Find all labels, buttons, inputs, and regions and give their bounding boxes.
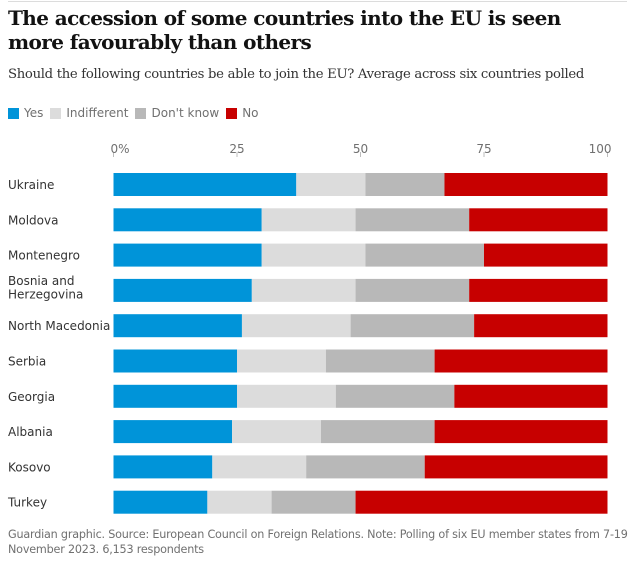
legend-label-indifferent: Indifferent bbox=[66, 106, 129, 120]
row-label: Moldova bbox=[8, 213, 58, 227]
x-tick-label: 25 bbox=[229, 142, 244, 156]
bar-row: Serbia bbox=[8, 349, 608, 373]
x-tick-label: 0% bbox=[111, 142, 130, 156]
legend-swatch-indifferent bbox=[50, 107, 62, 119]
bar-row: Moldova bbox=[8, 208, 608, 232]
x-tick-label: 75 bbox=[476, 142, 491, 156]
legend: Yes Indifferent Don't know No bbox=[8, 106, 266, 120]
row-label: North Macedonia bbox=[8, 319, 110, 333]
bar-segment-no bbox=[454, 384, 608, 408]
bar-row: Ukraine bbox=[8, 173, 608, 196]
bar-segment-no bbox=[469, 208, 608, 232]
row-label: Georgia bbox=[8, 390, 55, 404]
bar-segment-indifferent bbox=[261, 243, 366, 267]
bar-segment-dont-know bbox=[325, 349, 435, 373]
bar-segment-no bbox=[424, 455, 608, 479]
legend-item-no: No bbox=[226, 106, 259, 120]
bar-segment-dont-know bbox=[355, 278, 470, 302]
bar-segment-yes bbox=[113, 173, 297, 196]
bar-segment-no bbox=[434, 420, 608, 444]
row-label: Serbia bbox=[8, 355, 46, 369]
bar-segment-dont-know bbox=[365, 173, 445, 196]
legend-item-yes: Yes bbox=[8, 106, 43, 120]
bar-segment-indifferent bbox=[232, 420, 321, 444]
chart-rows: Ukraine Moldova Montenegro Bosnia and Herzeg… bbox=[7, 173, 608, 514]
legend-label-dont-know: Don't know bbox=[151, 106, 220, 120]
legend-label-yes: Yes bbox=[24, 106, 44, 120]
bar-segment-dont-know bbox=[335, 384, 455, 408]
bar-segment-dont-know bbox=[306, 455, 425, 479]
row-label: Montenegro bbox=[8, 249, 80, 263]
legend-label-no: No bbox=[242, 106, 259, 120]
bar-segment-indifferent bbox=[251, 278, 356, 302]
bar-segment-indifferent bbox=[237, 349, 326, 373]
top-rule bbox=[8, 1, 627, 2]
bar-segment-no bbox=[484, 243, 608, 267]
row-label-line: Herzegovina bbox=[8, 287, 83, 301]
bar-row: North Macedonia bbox=[8, 314, 608, 338]
bar-segment-no bbox=[469, 278, 608, 302]
bar-segment-no bbox=[444, 173, 608, 196]
bar-segment-dont-know bbox=[355, 208, 470, 232]
bar-segment-yes bbox=[113, 490, 208, 514]
bar-segment-yes bbox=[113, 349, 237, 373]
x-tick-label: 50 bbox=[353, 142, 368, 156]
bar-segment-indifferent bbox=[241, 314, 351, 338]
bar-segment-no bbox=[434, 349, 608, 373]
chart-subtitle: Should the following countries be able t… bbox=[8, 67, 585, 82]
x-axis: 0% 25 50 75 100 bbox=[111, 142, 612, 157]
row-label: Ukraine bbox=[8, 178, 54, 192]
bar-segment-indifferent bbox=[237, 384, 336, 408]
chart-title: The accession of some countries into the… bbox=[8, 6, 561, 54]
legend-item-indifferent: Indifferent bbox=[50, 106, 128, 120]
bar-segment-no bbox=[355, 490, 608, 514]
x-tick-label: 100 bbox=[589, 142, 612, 156]
bar-segment-yes bbox=[113, 455, 213, 479]
row-label-line: Bosnia and bbox=[8, 274, 75, 288]
legend-swatch-yes bbox=[8, 107, 19, 119]
bar-segment-no bbox=[474, 314, 608, 338]
bar-segment-indifferent bbox=[212, 455, 307, 479]
bar-segment-indifferent bbox=[296, 173, 366, 196]
bar-segment-dont-know bbox=[320, 420, 435, 444]
row-label: Albania bbox=[8, 425, 53, 439]
source-note: Guardian graphic. Source: European Counc… bbox=[8, 528, 628, 556]
bar-segment-yes bbox=[113, 278, 252, 302]
bar-row: Georgia bbox=[8, 384, 608, 408]
legend-swatch-dont-know bbox=[135, 107, 147, 119]
bar-row: Montenegro bbox=[8, 243, 608, 267]
row-label: Turkey bbox=[7, 496, 47, 510]
bar-segment-yes bbox=[113, 243, 262, 267]
bar-segment-dont-know bbox=[350, 314, 475, 338]
bar-segment-dont-know bbox=[271, 490, 356, 514]
bar-row: Kosovo bbox=[8, 455, 608, 479]
legend-item-dont-know: Don't know bbox=[135, 106, 219, 120]
bar-segment-yes bbox=[113, 420, 233, 444]
bar-row: Albania bbox=[8, 420, 608, 444]
bar-row: Turkey bbox=[7, 490, 608, 514]
bar-row: Bosnia and Herzegovina bbox=[8, 274, 608, 302]
bar-segment-indifferent bbox=[207, 490, 272, 514]
legend-swatch-no bbox=[226, 107, 238, 119]
bar-segment-yes bbox=[113, 208, 262, 232]
bar-segment-yes bbox=[113, 314, 242, 338]
row-label: Bosnia and Herzegovina bbox=[8, 274, 83, 302]
bar-segment-yes bbox=[113, 384, 237, 408]
bar-segment-indifferent bbox=[261, 208, 356, 232]
bar-segment-dont-know bbox=[365, 243, 484, 267]
row-label: Kosovo bbox=[8, 460, 51, 474]
stacked-bar-chart: 0% 25 50 75 100 Ukraine Moldova Montenegro Bosn… bbox=[7, 142, 612, 514]
